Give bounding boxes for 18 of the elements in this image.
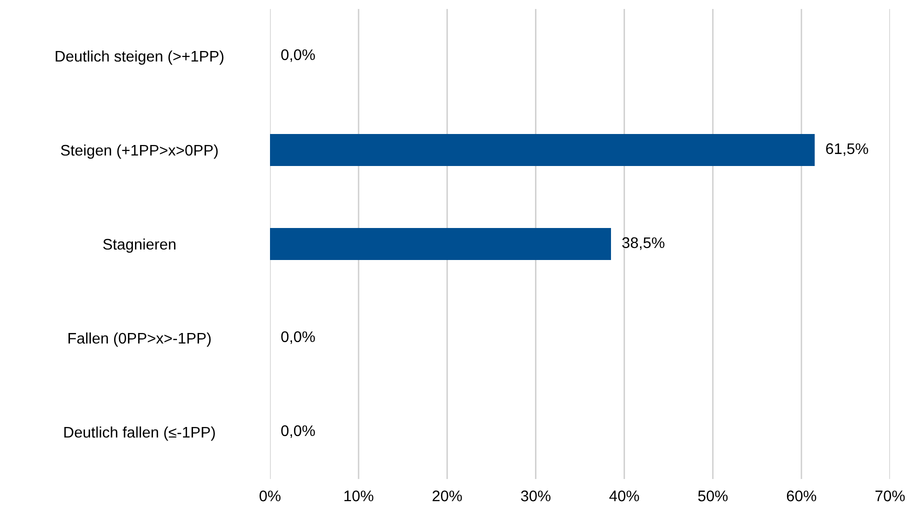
- y-tick-label: Deutlich fallen (≤-1PP): [64, 426, 215, 441]
- y-tick-label: Steigen (+1PP>x>0PP): [60, 144, 218, 159]
- x-tick-label: 0%: [260, 490, 280, 502]
- y-tick-label: Stagnieren: [103, 238, 176, 253]
- x-tick-label: 20%: [432, 490, 462, 502]
- x-tick-label: 70%: [875, 490, 905, 502]
- x-tick-label: 10%: [344, 490, 374, 502]
- data-label: 61,5%: [826, 143, 868, 156]
- x-tick-label: 30%: [521, 490, 550, 502]
- y-tick-label: Fallen (0PP>x>-1PP): [68, 332, 211, 347]
- data-label: 0,0%: [281, 425, 315, 438]
- x-tick-label: 50%: [698, 490, 728, 502]
- data-label: 0,0%: [281, 331, 315, 344]
- x-tick-label: 40%: [609, 490, 640, 502]
- x-tick-label: 60%: [786, 490, 816, 502]
- y-tick-label: Deutlich steigen (>+1PP): [56, 50, 224, 65]
- data-label: 38,5%: [622, 237, 664, 250]
- data-label: 0,0%: [281, 49, 315, 62]
